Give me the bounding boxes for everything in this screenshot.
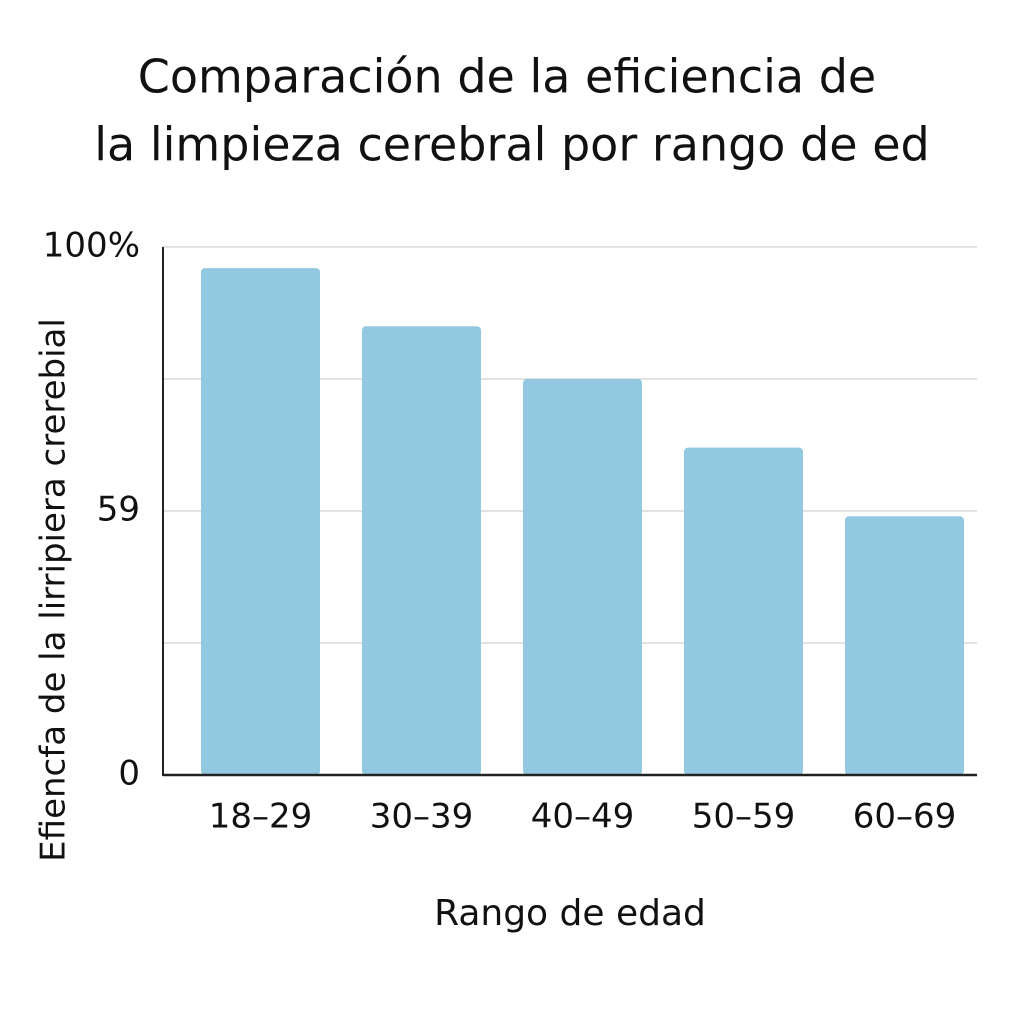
bar <box>684 447 803 775</box>
x-tick-label: 40–49 <box>531 797 635 837</box>
y-tick-label: 59 <box>97 490 140 530</box>
x-tick-label: 18–29 <box>209 797 313 837</box>
y-tick-label: 100% <box>43 226 140 266</box>
bar <box>362 326 481 775</box>
chart-title: Comparación de la eficiencia de <box>138 50 876 104</box>
bar <box>523 379 642 775</box>
x-tick-label: 50–59 <box>692 797 796 837</box>
y-tick-label: 0 <box>118 754 140 794</box>
x-axis-label: Rango de edad <box>434 893 706 934</box>
y-axis-label: Efiencfa de la lirripiera crerebial <box>34 318 74 862</box>
x-tick-label: 30–39 <box>370 797 474 837</box>
bar <box>201 268 320 775</box>
x-tick-label: 60–69 <box>853 797 957 837</box>
bar <box>845 516 964 775</box>
chart-title: la limpieza cerebral por rango de ed <box>94 118 929 172</box>
